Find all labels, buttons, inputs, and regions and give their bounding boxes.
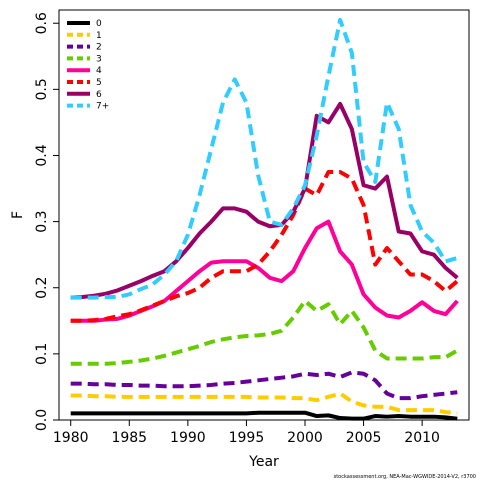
y-tick-label: 0.0 — [34, 409, 50, 431]
y-axis: 0.0 0.1 0.2 0.3 0.4 0.5 0.6 — [34, 12, 59, 431]
legend-label: 4 — [96, 66, 102, 76]
series-line-6 — [70, 101, 459, 300]
x-tick-label: 2005 — [346, 430, 382, 446]
plot-area — [58, 9, 470, 421]
series-line-4 — [70, 219, 459, 323]
x-tick-label: 1995 — [229, 430, 265, 446]
y-tick-label: 0.2 — [34, 277, 50, 299]
legend-label: 2 — [96, 43, 102, 53]
series-layer — [70, 17, 459, 421]
legend-label: 6 — [96, 90, 102, 100]
series-line-0 — [70, 410, 458, 421]
legend-label: 0 — [96, 19, 102, 29]
y-tick-label: 0.5 — [34, 78, 50, 100]
x-tick-label: 2000 — [287, 430, 323, 446]
legend-label: 7+ — [96, 102, 109, 112]
x-tick-label: 1990 — [170, 430, 206, 446]
series-line-2 — [70, 370, 458, 401]
y-tick-label: 0.6 — [34, 12, 50, 34]
series-line-7plus — [70, 17, 458, 300]
x-axis-title: Year — [248, 454, 279, 470]
x-tick-label: 1980 — [53, 430, 89, 446]
x-axis: 1980 1985 1990 1995 2000 2005 2010 — [53, 420, 440, 446]
y-tick-label: 0.3 — [34, 210, 50, 232]
series-line-1 — [70, 391, 458, 416]
x-tick-label: 1985 — [111, 430, 147, 446]
footnote: stockassessment.org, NEA-Mac-WGWIDE-2014… — [334, 474, 476, 480]
legend-label: 1 — [96, 31, 102, 41]
series-line-3 — [70, 298, 459, 366]
x-tick-label: 2010 — [404, 430, 440, 446]
series-line-5 — [70, 170, 459, 323]
legend-label: 3 — [96, 54, 102, 64]
y-tick-label: 0.4 — [34, 144, 50, 166]
y-axis-title: F — [10, 211, 26, 219]
y-tick-label: 0.1 — [34, 343, 50, 365]
legend-label: 5 — [96, 78, 102, 88]
